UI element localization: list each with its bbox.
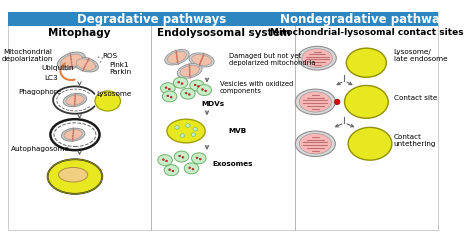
Ellipse shape [184,163,199,174]
Ellipse shape [60,54,82,68]
Ellipse shape [167,119,205,143]
Text: Pink1
Parkin: Pink1 Parkin [109,62,132,75]
Ellipse shape [186,124,190,127]
Text: Nondegradative pathways: Nondegradative pathways [280,13,455,25]
Ellipse shape [101,57,103,59]
Text: MVB: MVB [229,128,247,134]
Ellipse shape [185,92,187,94]
Text: Degradative pathways: Degradative pathways [77,13,227,25]
Ellipse shape [346,48,386,77]
Ellipse shape [180,65,200,77]
Text: Contact site: Contact site [394,95,437,101]
Ellipse shape [191,153,206,164]
Ellipse shape [174,126,179,129]
Text: Vesicles with oxidized
components: Vesicles with oxidized components [220,81,293,94]
Ellipse shape [180,134,185,137]
Ellipse shape [295,89,336,115]
Ellipse shape [95,91,120,111]
Ellipse shape [73,57,98,72]
Ellipse shape [196,157,198,159]
Ellipse shape [189,53,214,67]
Ellipse shape [181,83,183,84]
FancyBboxPatch shape [9,12,295,26]
Ellipse shape [299,92,331,112]
FancyBboxPatch shape [9,12,438,230]
Ellipse shape [158,155,173,166]
Ellipse shape [95,65,97,67]
FancyBboxPatch shape [295,12,438,26]
Text: Ubiquitin: Ubiquitin [41,65,74,71]
Ellipse shape [190,80,204,91]
Text: MDVs: MDVs [201,101,225,107]
Ellipse shape [199,158,201,160]
Text: Contact
untethering: Contact untethering [394,134,436,147]
Ellipse shape [197,84,211,96]
Text: Autophagosome: Autophagosome [11,146,70,152]
Text: Exosomes: Exosomes [212,161,253,167]
Ellipse shape [178,81,180,83]
Ellipse shape [189,167,191,169]
Ellipse shape [302,49,332,68]
Ellipse shape [168,88,170,90]
Ellipse shape [164,165,179,176]
Text: Mitochondrial
depolarization: Mitochondrial depolarization [2,49,53,62]
Ellipse shape [167,51,186,63]
Ellipse shape [194,84,196,86]
Ellipse shape [66,95,84,105]
Ellipse shape [191,133,196,136]
Ellipse shape [169,169,171,171]
Ellipse shape [54,123,96,146]
Ellipse shape [50,119,100,150]
Ellipse shape [299,134,331,154]
Ellipse shape [173,77,188,88]
Ellipse shape [298,46,336,70]
Ellipse shape [98,56,100,58]
Ellipse shape [192,168,194,170]
Ellipse shape [61,128,85,141]
Ellipse shape [201,89,203,90]
Ellipse shape [76,59,96,70]
Ellipse shape [100,61,101,63]
Ellipse shape [162,159,164,160]
Ellipse shape [174,151,189,162]
Text: Phagophore: Phagophore [18,89,61,95]
Ellipse shape [197,85,200,87]
Ellipse shape [163,91,177,102]
Ellipse shape [165,87,167,89]
Text: Lysosome/
late endosome: Lysosome/ late endosome [394,49,447,62]
Ellipse shape [191,54,211,66]
Ellipse shape [348,127,392,160]
Ellipse shape [181,88,195,99]
Text: Mitochondrial-lysosomal contact sites: Mitochondrial-lysosomal contact sites [271,28,464,37]
Ellipse shape [167,95,169,97]
Ellipse shape [193,127,198,131]
Ellipse shape [335,99,340,105]
Ellipse shape [172,170,174,172]
Ellipse shape [179,155,181,157]
Text: LC3: LC3 [45,75,58,81]
Ellipse shape [205,90,207,92]
Ellipse shape [295,131,336,157]
Ellipse shape [345,85,388,118]
Text: Damaged but not yet
depolarized mitochondria: Damaged but not yet depolarized mitochon… [229,53,315,67]
Ellipse shape [57,52,85,70]
Ellipse shape [165,50,189,65]
Ellipse shape [188,94,191,95]
Text: Lysosome: Lysosome [96,91,132,97]
Text: Mitophagy: Mitophagy [48,28,111,38]
Ellipse shape [170,96,172,98]
Text: Endolysosomal system: Endolysosomal system [156,28,290,38]
Ellipse shape [161,83,175,94]
Ellipse shape [182,157,184,158]
Ellipse shape [47,159,102,194]
Ellipse shape [177,64,202,78]
Ellipse shape [59,167,88,182]
Ellipse shape [64,129,82,140]
Ellipse shape [63,93,87,107]
Ellipse shape [165,160,168,162]
Text: ROS: ROS [102,53,118,59]
